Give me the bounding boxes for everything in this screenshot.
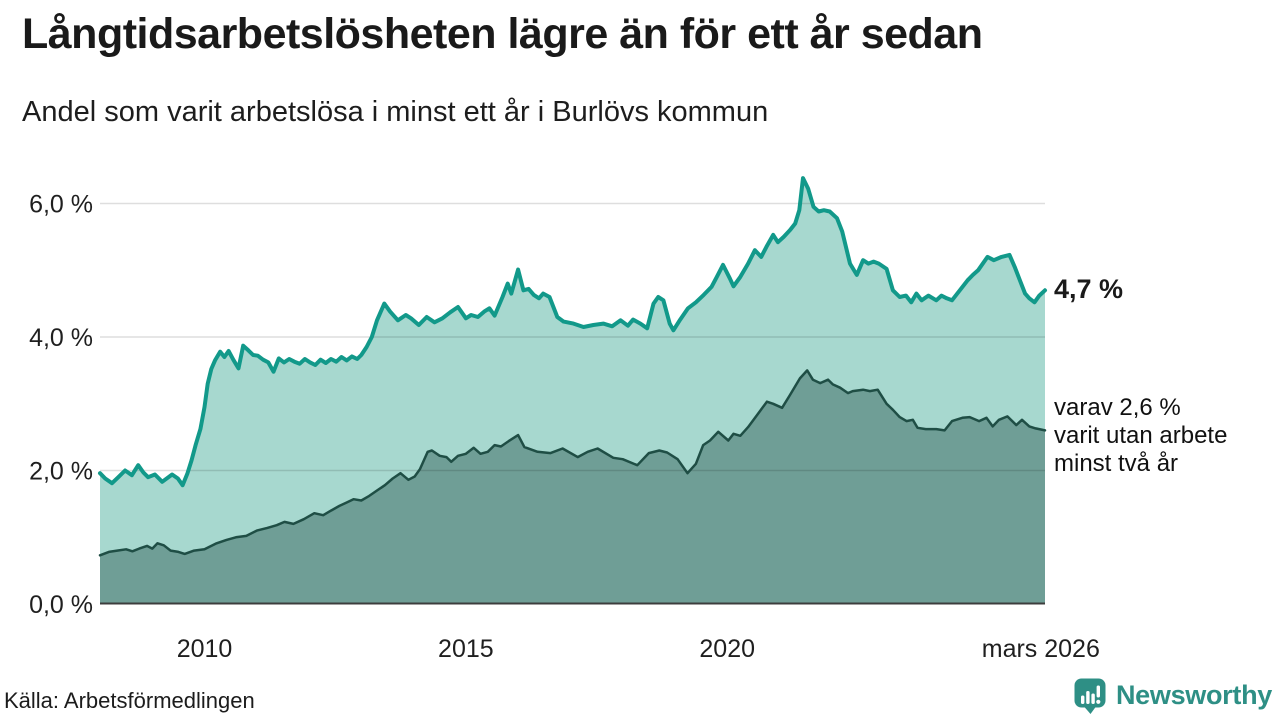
x-tick-label-mars-2026: mars 2026 bbox=[982, 635, 1100, 663]
page-subtitle: Andel som varit arbetslösa i minst ett å… bbox=[22, 96, 769, 128]
series-end-value-label: 4,7 % bbox=[1054, 274, 1124, 304]
series-line-0 bbox=[98, 176, 1047, 488]
x-tick-label-2020: 2020 bbox=[699, 635, 755, 663]
x-tick-label-2015: 2015 bbox=[438, 635, 494, 663]
annotation-line-2: varit utan arbete bbox=[1054, 422, 1228, 449]
x-tick-label-2010: 2010 bbox=[177, 635, 233, 663]
page-title: Långtidsarbetslösheten lägre än för ett … bbox=[22, 10, 983, 58]
newsworthy-logo: Newsworthy bbox=[1073, 677, 1272, 714]
source-attribution: Källa: Arbetsförmedlingen bbox=[4, 688, 255, 713]
y-tick-label-4: 4,0 % bbox=[29, 324, 93, 352]
series-area-1 bbox=[100, 370, 1045, 604]
newsworthy-bubble-chart-icon bbox=[1074, 678, 1106, 714]
y-tick-label-0: 0,0 % bbox=[29, 591, 93, 619]
annotation-line-3: minst två år bbox=[1054, 450, 1179, 477]
secondary-series-annotation: varav 2,6 % varit utan arbete minst två … bbox=[1054, 394, 1227, 478]
y-tick-label-2: 2,0 % bbox=[29, 458, 93, 486]
annotation-line-1: varav 2,6 % bbox=[1054, 394, 1181, 421]
series-line-1 bbox=[98, 369, 1047, 557]
newsworthy-wordmark: Newsworthy bbox=[1115, 680, 1272, 710]
y-tick-label-6: 6,0 % bbox=[29, 191, 93, 219]
